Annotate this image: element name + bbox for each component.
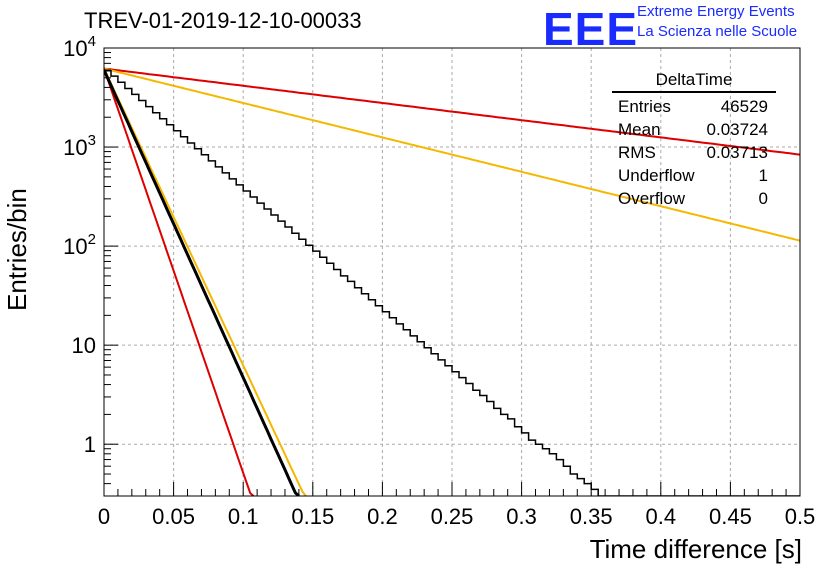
histogram-steps	[104, 69, 800, 496]
y-tick-label: 104	[63, 33, 96, 61]
y-tick-base: 10	[63, 36, 87, 61]
chart-title: TREV-01-2019-12-10-00033	[84, 8, 362, 33]
stats-value: 0.03724	[706, 120, 768, 139]
x-tick-label: 0.05	[152, 504, 195, 529]
stats-value: 0.03713	[706, 143, 768, 162]
x-tick-label: 0.25	[431, 504, 474, 529]
reference-curve	[104, 68, 307, 496]
y-tick-exponent: 4	[88, 33, 96, 50]
stats-row-overflow: Overflow 0	[612, 187, 776, 210]
stats-value: 46529	[720, 97, 768, 116]
x-tick-label: 0.3	[506, 504, 537, 529]
x-tick-label: 0.2	[367, 504, 398, 529]
stats-value: 0	[758, 189, 768, 208]
stats-value: 1	[758, 166, 768, 185]
stats-row-underflow: Underflow 1	[612, 164, 776, 187]
y-tick-label: 10	[72, 333, 96, 358]
stats-row-mean: Mean 0.03724	[612, 118, 776, 141]
y-axis-title: Entries/bin	[2, 188, 32, 311]
x-tick-label: 0.1	[228, 504, 259, 529]
stats-label: Entries	[618, 97, 671, 116]
stats-row-entries: Entries 46529	[612, 95, 776, 118]
stats-box: DeltaTime Entries 46529 Mean 0.03724 RMS…	[612, 70, 776, 210]
reference-curve	[104, 67, 800, 156]
reference-curve	[104, 67, 800, 242]
x-tick-label: 0.4	[646, 504, 677, 529]
y-tick-label: 1	[84, 432, 96, 457]
y-tick-base: 10	[63, 234, 87, 259]
stats-label: Underflow	[618, 166, 695, 185]
x-tick-label: 0	[98, 504, 110, 529]
x-tick-label: 0.5	[785, 504, 816, 529]
reference-curve	[104, 68, 255, 496]
fit-line	[104, 69, 300, 496]
x-tick-label: 0.45	[709, 504, 752, 529]
y-tick-label: 102	[63, 231, 96, 259]
x-tick-label: 0.35	[570, 504, 613, 529]
stats-label: RMS	[618, 143, 656, 162]
y-tick-exponent: 3	[88, 132, 96, 149]
x-tick-label: 0.15	[291, 504, 334, 529]
x-axis-title: Time difference [s]	[589, 534, 802, 564]
stats-label: Overflow	[618, 189, 686, 208]
stats-row-rms: RMS 0.03713	[612, 141, 776, 164]
logo-line-2: La Scienza nelle Scuole	[637, 23, 798, 40]
logo-line-1: Extreme Energy Events	[637, 3, 795, 20]
y-tick-base: 10	[63, 135, 87, 160]
stats-label: Mean	[618, 120, 661, 139]
y-tick-exponent: 2	[88, 231, 96, 248]
stats-title: DeltaTime	[612, 70, 776, 93]
eee-logo: EEE	[543, 3, 639, 55]
y-tick-label: 103	[63, 132, 96, 160]
